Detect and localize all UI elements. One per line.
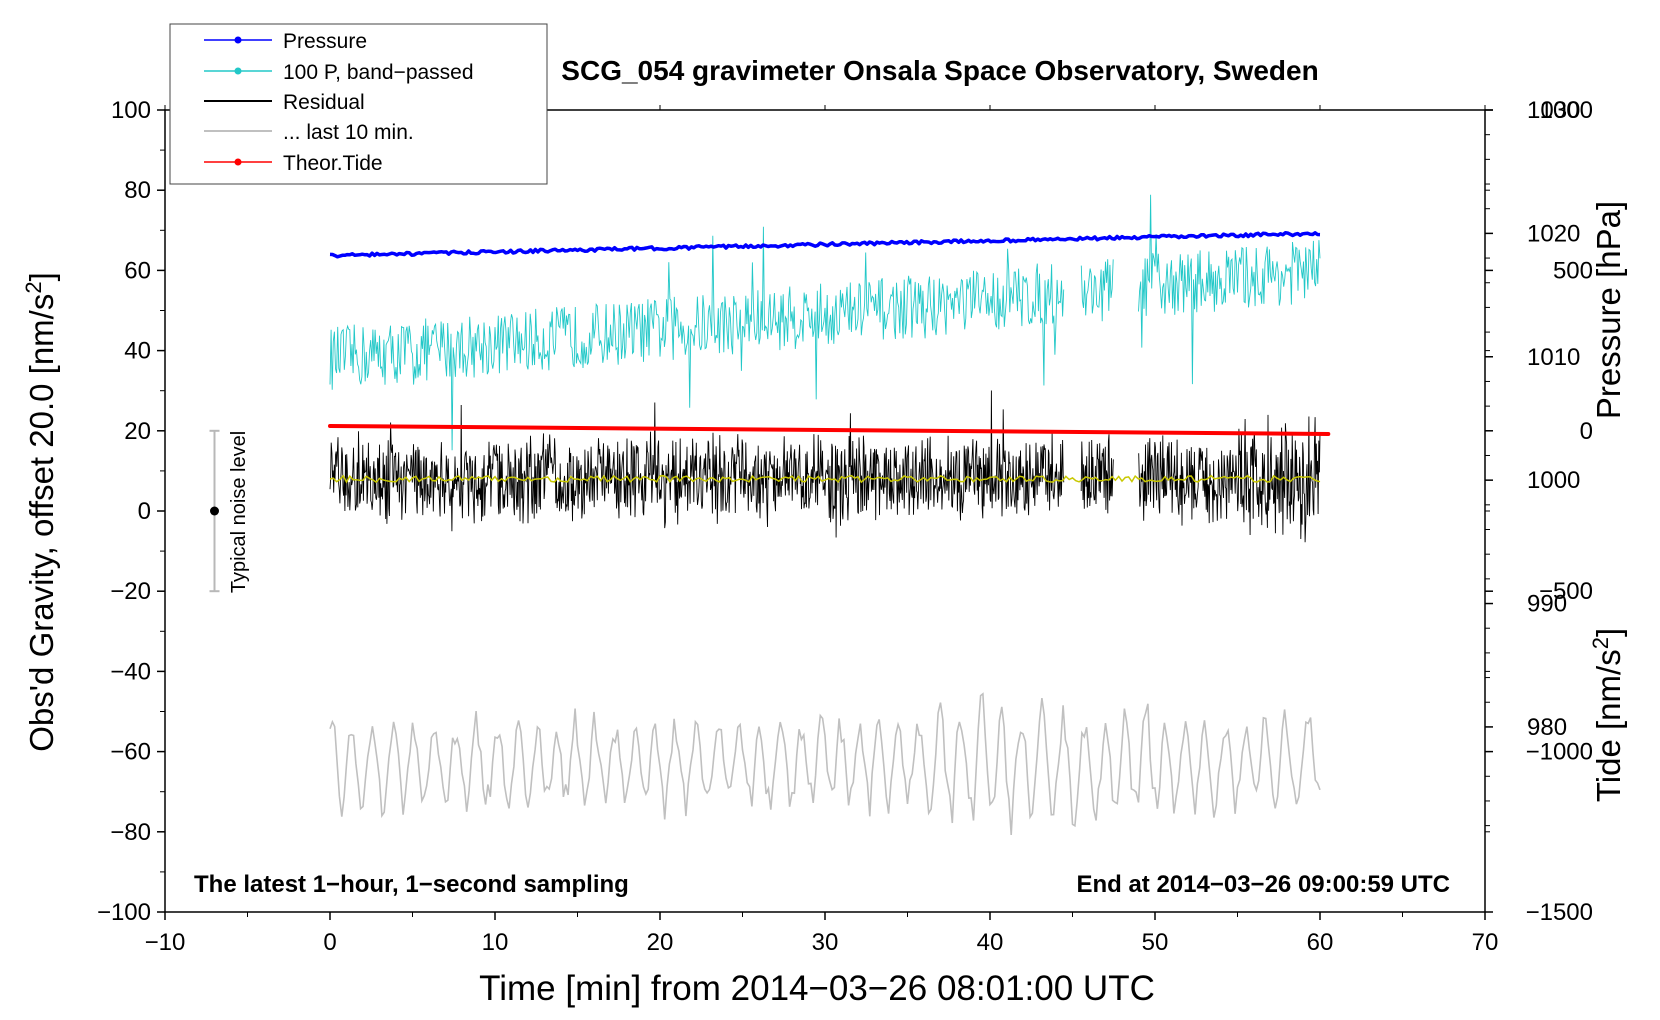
series-residual-smoothed-line: [329, 474, 1321, 484]
legend-marker-bandpassed: [234, 67, 242, 75]
y-tick-label: −20: [110, 578, 151, 605]
tide-tick-label: 1000: [1540, 97, 1593, 124]
tide-tick-label: 500: [1553, 257, 1593, 284]
x-tick-label: 0: [323, 929, 336, 956]
y-tick-label: 80: [124, 177, 151, 204]
tide-tick-label: 0: [1580, 418, 1593, 445]
noise-bar-center-dot: [210, 506, 219, 516]
x-tick-label: 20: [647, 929, 674, 956]
pressure-tick-label: 1010: [1527, 344, 1580, 371]
series-pressure-line: [329, 230, 1321, 259]
chart-title: SCG_054 gravimeter Onsala Space Observat…: [561, 55, 1318, 86]
tide-axis-label: Tide [nm/s2]: [1588, 628, 1627, 802]
tide-tick-label: −500: [1539, 578, 1593, 605]
y-axis-label: Obs'd Gravity, offset 20.0 [nm/s2]: [21, 272, 60, 752]
y-tick-label: −100: [97, 899, 151, 926]
annotation-sampling: The latest 1−hour, 1−second sampling: [194, 871, 629, 898]
legend-entry-tide: Theor.Tide: [204, 152, 383, 175]
pressure-tick-label: 1020: [1527, 220, 1580, 247]
x-tick-label: 50: [1142, 929, 1169, 956]
legend-label-last10: ... last 10 min.: [283, 121, 414, 144]
annotation-end-time: End at 2014−03−26 09:00:59 UTC: [1076, 871, 1450, 898]
noise-level-label: Typical noise level: [228, 431, 250, 593]
series-tide-line: [328, 424, 1331, 436]
y-tick-label: 100: [111, 97, 151, 124]
tide-tick-label: −1500: [1526, 899, 1593, 926]
pressure-axis: 980 990 1000 1010 1020 1030: [1485, 97, 1580, 827]
pressure-tick-label: 1000: [1527, 467, 1580, 494]
x-tick-label: −10: [145, 929, 186, 956]
series-layer: [328, 194, 1331, 836]
legend-label-bandpassed: 100 P, band−passed: [283, 61, 474, 84]
y-tick-label: −60: [110, 739, 151, 766]
legend-entry-pressure: Pressure: [204, 30, 367, 53]
y-axis: 100 80 60 40 20 0 −20 −40 −60 −80 −100: [97, 97, 165, 926]
legend-entry-bandpassed: 100 P, band−passed: [204, 61, 474, 84]
legend: Pressure 100 P, band−passed Residual ...…: [169, 23, 548, 185]
series-bandpassed-line: [329, 194, 1321, 451]
y-tick-label: 20: [124, 418, 151, 445]
legend-label-residual: Residual: [283, 91, 365, 114]
pressure-tick-label: 1030: [1527, 97, 1580, 124]
series-residual-line: [329, 390, 1321, 543]
noise-level-indicator: [209, 429, 220, 593]
legend-marker-tide: [234, 158, 242, 166]
y-tick-label: 0: [138, 498, 151, 525]
tide-axis: 1000 500 0 −500 −1000 −1500: [1485, 97, 1593, 926]
y-tick-label: 40: [124, 338, 151, 365]
legend-entry-residual: Residual: [204, 91, 365, 114]
x-axis: −10 0 10 20 30 40 50 60 70: [145, 105, 1499, 956]
x-tick-label: 60: [1307, 929, 1334, 956]
legend-label-pressure: Pressure: [283, 30, 367, 53]
legend-label-tide: Theor.Tide: [283, 152, 383, 175]
pressure-tick-label: 990: [1527, 591, 1567, 618]
pressure-tick-label: 980: [1527, 714, 1567, 741]
y-tick-label: 60: [124, 257, 151, 284]
legend-marker-pressure: [234, 36, 242, 44]
x-tick-label: 30: [812, 929, 839, 956]
x-tick-label: 70: [1472, 929, 1499, 956]
pressure-axis-label: Pressure [hPa]: [1590, 201, 1627, 419]
tide-tick-label: −1000: [1526, 739, 1593, 766]
x-tick-label: 10: [482, 929, 509, 956]
series-last10-line: [329, 692, 1321, 836]
y-tick-label: −40: [110, 658, 151, 685]
y-tick-label: −80: [110, 819, 151, 846]
x-axis-label: Time [min] from 2014−03−26 08:01:00 UTC: [479, 969, 1155, 1008]
legend-box: [169, 23, 548, 185]
legend-entry-last10: ... last 10 min.: [204, 121, 414, 144]
x-tick-label: 40: [977, 929, 1004, 956]
